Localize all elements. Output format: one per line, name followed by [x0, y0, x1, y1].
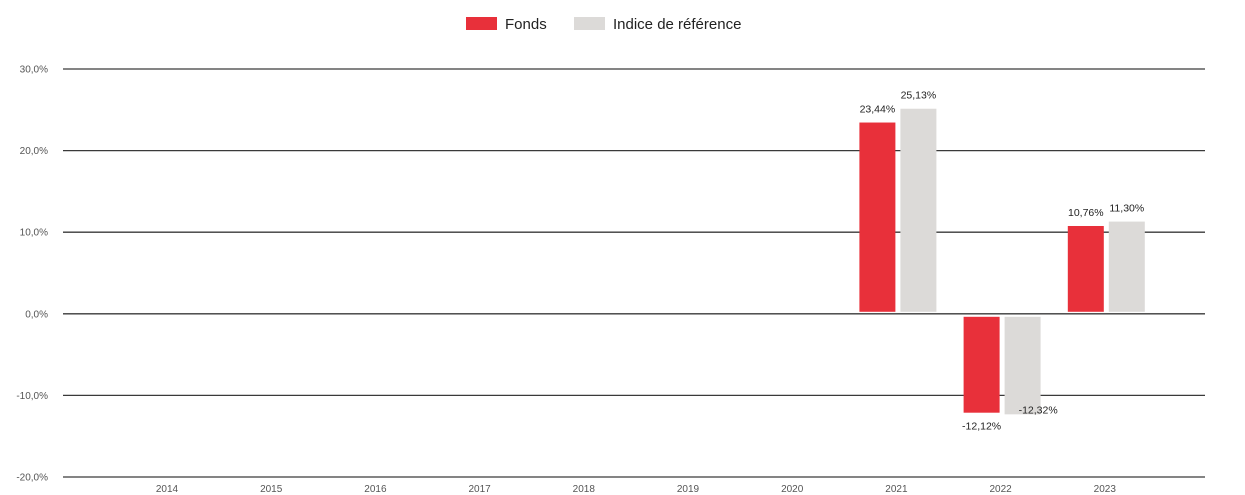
legend-label-indice: Indice de référence: [613, 16, 741, 33]
x-tick-label: 2019: [677, 484, 700, 495]
bar-indice: [900, 108, 937, 312]
x-tick-label: 2020: [781, 484, 804, 495]
data-label: 25,13%: [901, 90, 937, 102]
bar-fonds: [963, 316, 1000, 413]
x-axis-ticks: 2014 2015 2016 2017 2018 2019 2020 2021 2022 2023: [156, 484, 1116, 495]
bar-fonds: [859, 122, 896, 312]
bar-indice: [1108, 221, 1145, 312]
x-tick-label: 2016: [364, 484, 387, 495]
x-tick-label: 2017: [468, 484, 491, 495]
bar-fonds: [1067, 225, 1104, 312]
y-tick-label: -10,0%: [16, 391, 48, 402]
y-axis-ticks: 30,0% 20,0% 10,0% 0,0% -10,0% -20,0%: [16, 65, 48, 484]
legend: Fonds Indice de référence: [466, 16, 741, 33]
data-label: 10,76%: [1068, 207, 1104, 219]
data-label: 23,44%: [860, 104, 896, 116]
x-tick-label: 2018: [573, 484, 596, 495]
x-tick-label: 2015: [260, 484, 283, 495]
y-tick-label: 0,0%: [25, 309, 48, 320]
data-label: 11,30%: [1109, 203, 1144, 215]
legend-swatch-fonds: [466, 17, 497, 30]
x-tick-label: 2021: [885, 484, 908, 495]
y-tick-label: 10,0%: [20, 228, 48, 239]
x-tick-label: 2022: [989, 484, 1012, 495]
x-tick-label: 2023: [1094, 484, 1117, 495]
legend-swatch-indice: [574, 17, 605, 30]
bar-indice: [1004, 316, 1041, 415]
bar-labels: 23,44% -12,12% 10,76% 25,13% -12,32% 11,30%: [860, 90, 1145, 433]
y-tick-label: 30,0%: [20, 65, 48, 76]
y-tick-label: -20,0%: [16, 473, 48, 484]
gridlines: [63, 68, 1205, 478]
legend-label-fonds: Fonds: [505, 16, 547, 33]
x-tick-label: 2014: [156, 484, 179, 495]
y-tick-label: 20,0%: [20, 146, 48, 157]
data-label: -12,32%: [1019, 404, 1058, 416]
data-label: -12,12%: [962, 421, 1001, 433]
bars: [859, 108, 1145, 415]
